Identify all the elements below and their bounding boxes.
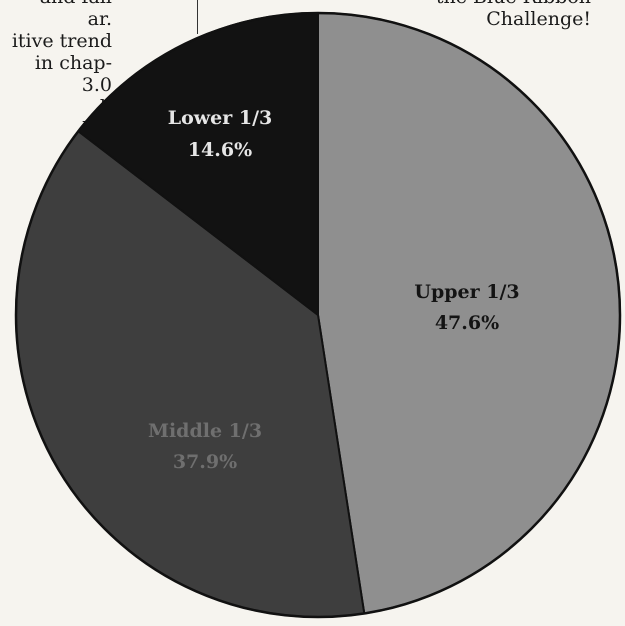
column-divider — [197, 0, 198, 34]
right-text-line: Challenge! — [486, 8, 591, 30]
left-text-line: 3.0 — [81, 74, 112, 96]
slice-value-label: 47.6% — [435, 312, 499, 334]
slice-label: Lower 1/3 — [168, 107, 272, 129]
pie-outline — [14, 11, 622, 619]
slice-value-label: 14.6% — [188, 139, 252, 161]
right-text-line: the Blue Ribbon — [436, 0, 591, 8]
left-text-line: in chap- — [34, 52, 112, 74]
slice-value-label: 37.9% — [173, 451, 237, 473]
slice-label: Middle 1/3 — [148, 420, 262, 442]
left-text-line: itive trend — [11, 30, 112, 52]
left-text-line: and fall — [0, 0, 112, 8]
left-text-line: ar. — [87, 8, 112, 30]
slice-label: Upper 1/3 — [414, 281, 519, 303]
right-column-text: the Blue Ribbon Challenge! — [436, 0, 591, 30]
